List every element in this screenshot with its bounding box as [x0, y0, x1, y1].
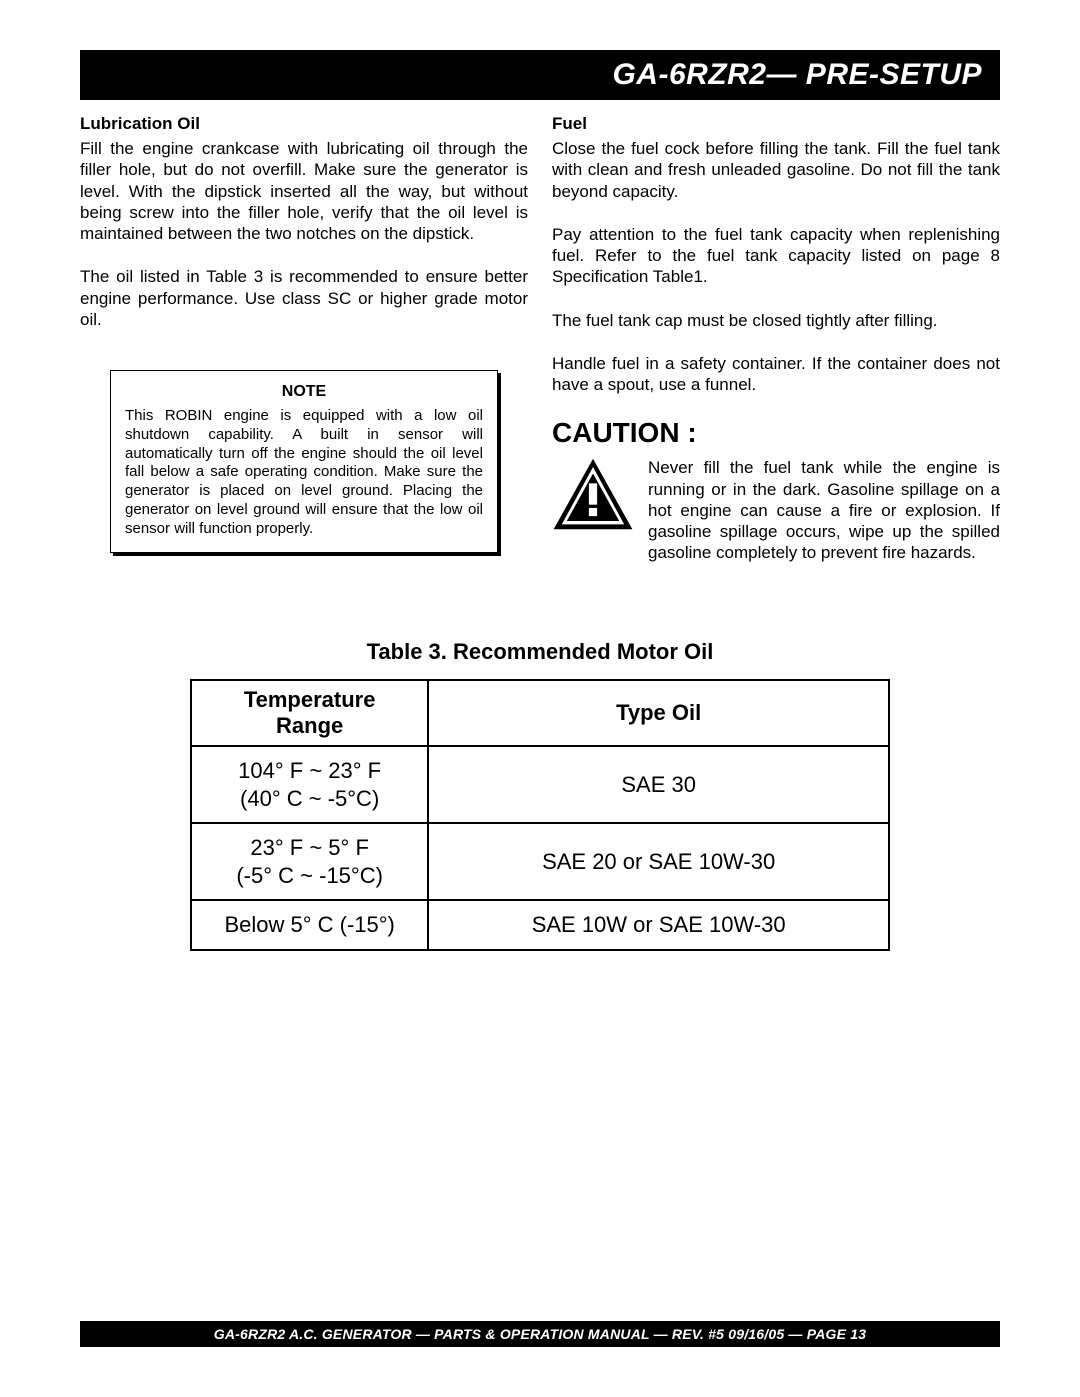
fuel-paragraph-2: Pay attention to the fuel tank capacity … — [552, 224, 1000, 288]
note-container: NOTE This ROBIN engine is equipped with … — [80, 370, 528, 553]
col-header-type-oil: Type Oil — [428, 680, 889, 747]
oil-table-caption: Table 3. Recommended Motor Oil — [190, 639, 890, 665]
left-column: Lubrication Oil Fill the engine crankcas… — [80, 114, 528, 564]
page-footer-text: GA-6RZR2 A.C. GENERATOR — PARTS & OPERAT… — [214, 1326, 866, 1342]
fuel-paragraph-4: Handle fuel in a safety container. If th… — [552, 353, 1000, 396]
temp-f: 23° F ~ 5° F — [250, 835, 368, 860]
lubrication-paragraph-1: Fill the engine crankcase with lubricati… — [80, 138, 528, 244]
table-row: Below 5° C (-15°) SAE 10W or SAE 10W-30 — [191, 900, 889, 950]
content-columns: Lubrication Oil Fill the engine crankcas… — [80, 114, 1000, 564]
cell-oil-type: SAE 20 or SAE 10W-30 — [428, 823, 889, 900]
temp-c: (-5° C ~ -15°C) — [236, 863, 383, 888]
fuel-paragraph-1: Close the fuel cock before filling the t… — [552, 138, 1000, 202]
cell-temp-range: 23° F ~ 5° F (-5° C ~ -15°C) — [191, 823, 428, 900]
table-row: 104° F ~ 23° F (40° C ~ -5°C) SAE 30 — [191, 746, 889, 823]
table-row: 23° F ~ 5° F (-5° C ~ -15°C) SAE 20 or S… — [191, 823, 889, 900]
lubrication-heading: Lubrication Oil — [80, 114, 528, 134]
right-column: Fuel Close the fuel cock before filling … — [552, 114, 1000, 564]
col-header-temperature: TemperatureRange — [191, 680, 428, 747]
note-title: NOTE — [125, 383, 483, 401]
page-header-title: GA-6RZR2— PRE-SETUP — [612, 58, 982, 91]
oil-table: TemperatureRange Type Oil 104° F ~ 23° F… — [190, 679, 890, 951]
fuel-paragraph-3: The fuel tank cap must be closed tightly… — [552, 310, 1000, 331]
caution-body: Never fill the fuel tank while the engin… — [648, 457, 1000, 563]
lubrication-paragraph-2: The oil listed in Table 3 is recommended… — [80, 266, 528, 330]
fuel-heading: Fuel — [552, 114, 1000, 134]
warning-triangle-icon — [552, 457, 634, 531]
cell-oil-type: SAE 30 — [428, 746, 889, 823]
note-box: NOTE This ROBIN engine is equipped with … — [110, 370, 498, 553]
page-footer-bar: GA-6RZR2 A.C. GENERATOR — PARTS & OPERAT… — [80, 1321, 1000, 1347]
table-header-row: TemperatureRange Type Oil — [191, 680, 889, 747]
cell-temp-range: Below 5° C (-15°) — [191, 900, 428, 950]
oil-table-section: Table 3. Recommended Motor Oil Temperatu… — [80, 639, 1000, 951]
caution-title: CAUTION : — [552, 417, 1000, 449]
page-header-bar: GA-6RZR2— PRE-SETUP — [80, 50, 1000, 100]
temp-f: 104° F ~ 23° F — [238, 758, 381, 783]
cell-oil-type: SAE 10W or SAE 10W-30 — [428, 900, 889, 950]
note-body: This ROBIN engine is equipped with a low… — [125, 407, 483, 538]
temp-c: (40° C ~ -5°C) — [240, 786, 379, 811]
cell-temp-range: 104° F ~ 23° F (40° C ~ -5°C) — [191, 746, 428, 823]
caution-row: Never fill the fuel tank while the engin… — [552, 457, 1000, 563]
